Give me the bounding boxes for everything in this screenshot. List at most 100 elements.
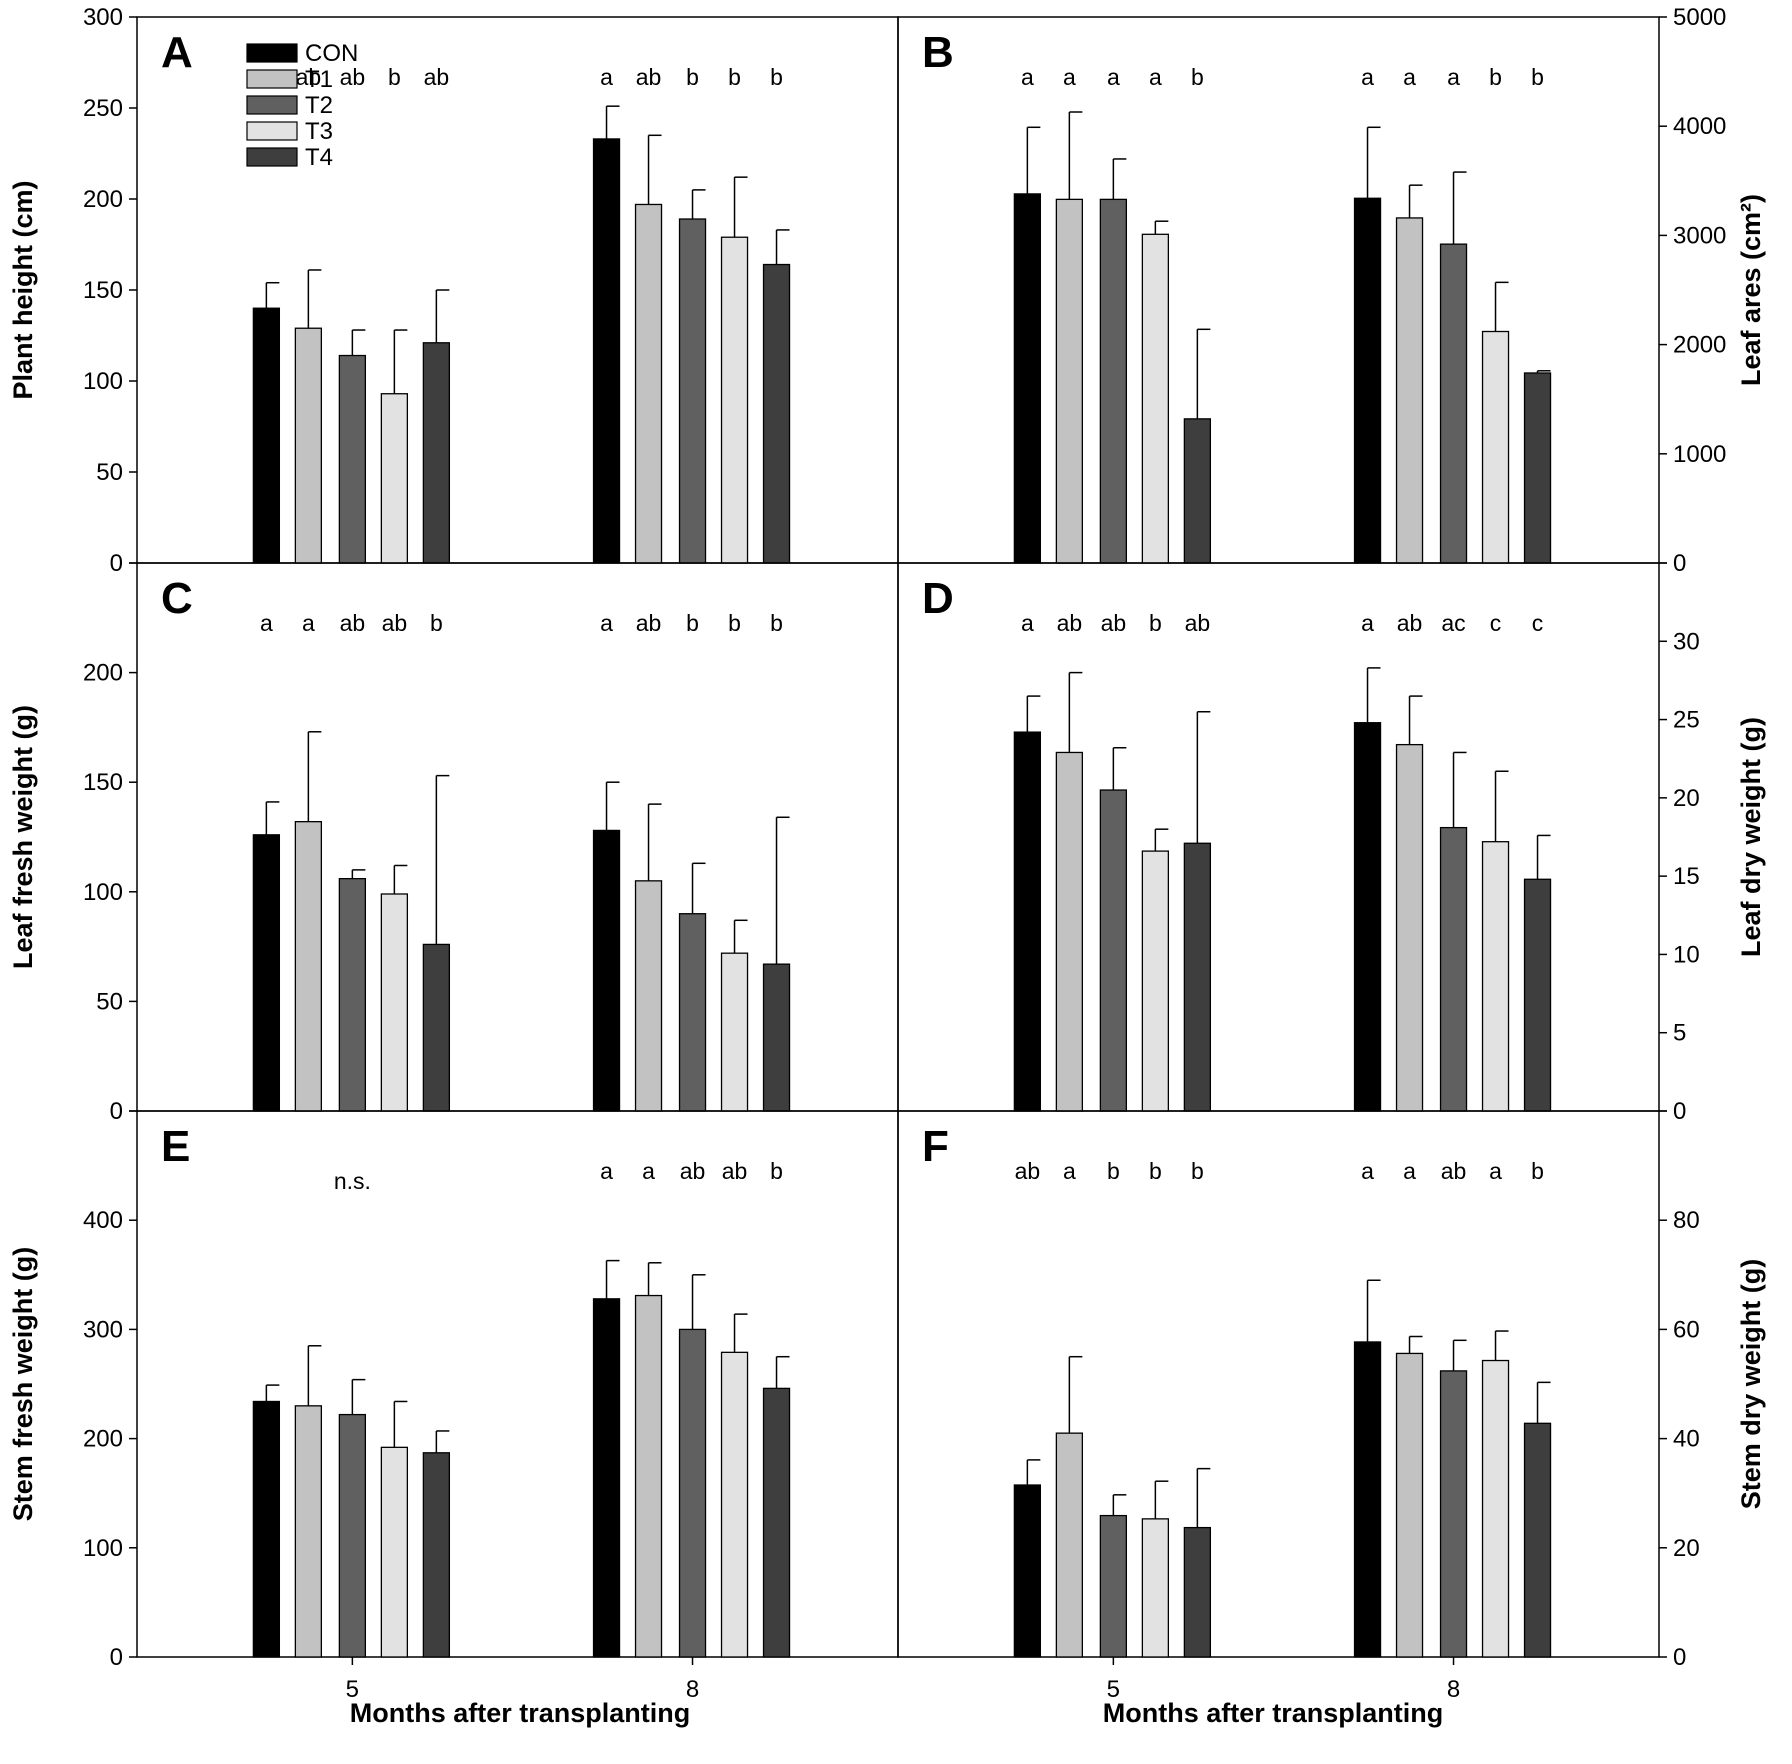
y-tick-label: 10 <box>1673 941 1700 968</box>
bar-con <box>252 834 281 1112</box>
y-tick-label: 150 <box>83 769 123 796</box>
significance-label: ab <box>1015 1158 1041 1184</box>
bar-t3 <box>720 1351 749 1658</box>
significance-label: a <box>1021 610 1034 636</box>
significance-label: a <box>1403 1158 1416 1184</box>
y-tick-label: 150 <box>83 277 123 304</box>
significance-label: b <box>728 64 741 90</box>
bar-t2 <box>678 218 707 564</box>
bar-con <box>1013 1484 1042 1658</box>
bar-t3 <box>1141 1518 1170 1658</box>
significance-label: b <box>1107 1158 1120 1184</box>
bar-t2 <box>678 913 707 1112</box>
bar-t1 <box>294 1405 323 1658</box>
legend-label-con: CON <box>305 40 358 67</box>
y-tick-label: 250 <box>83 95 123 122</box>
bar-t2 <box>338 354 367 564</box>
significance-label: ab <box>382 610 408 636</box>
y-tick-label: 100 <box>83 879 123 906</box>
bar-con <box>592 829 621 1112</box>
legend-swatch-t3 <box>246 121 298 141</box>
bar-t4 <box>1183 418 1212 564</box>
bar-t1 <box>294 327 323 564</box>
significance-label: b <box>686 64 699 90</box>
bar-t2 <box>1439 1370 1468 1658</box>
significance-label: a <box>642 1158 655 1184</box>
y-axis-title: Leaf dry weight (g) <box>1736 717 1766 957</box>
x-tick-label: 8 <box>1447 1676 1460 1703</box>
significance-label: a <box>302 610 315 636</box>
significance-label: c <box>1532 610 1544 636</box>
significance-label: ab <box>1397 610 1423 636</box>
x-axis-title-left: Months after transplanting <box>350 1698 691 1728</box>
significance-label: a <box>1021 64 1034 90</box>
significance-label: a <box>1489 1158 1502 1184</box>
significance-label: a <box>600 64 613 90</box>
significance-label: a <box>1063 1158 1076 1184</box>
y-tick-label: 2000 <box>1673 332 1726 359</box>
bar-t3 <box>1141 233 1170 564</box>
significance-label: a <box>1361 1158 1374 1184</box>
bar-con <box>1013 193 1042 564</box>
bar-t1 <box>1055 751 1084 1112</box>
legend-swatch-t4 <box>246 147 298 167</box>
bar-t4 <box>422 1452 451 1658</box>
y-tick-label: 100 <box>83 368 123 395</box>
y-tick-label: 25 <box>1673 707 1700 734</box>
bar-t3 <box>380 393 409 564</box>
y-tick-label: 50 <box>96 459 123 486</box>
panel-letter: B <box>922 28 954 77</box>
y-tick-label: 1000 <box>1673 441 1726 468</box>
significance-label: b <box>1191 1158 1204 1184</box>
y-tick-label: 200 <box>83 1426 123 1453</box>
significance-label: a <box>1403 64 1416 90</box>
bar-t2 <box>678 1328 707 1658</box>
y-axis-title: Stem dry weight (g) <box>1736 1259 1766 1510</box>
significance-label: ab <box>1101 610 1127 636</box>
y-tick-label: 3000 <box>1673 222 1726 249</box>
significance-label: ab <box>636 64 662 90</box>
panel-letter: D <box>922 574 954 623</box>
bar-t3 <box>1481 841 1510 1112</box>
bar-con <box>592 1298 621 1658</box>
y-tick-label: 100 <box>83 1535 123 1562</box>
y-tick-label: 15 <box>1673 863 1700 890</box>
bar-con <box>1353 722 1382 1112</box>
y-axis-title: Stem fresh weight (g) <box>8 1247 38 1522</box>
y-tick-label: 200 <box>83 186 123 213</box>
significance-label: a <box>600 610 613 636</box>
x-tick-label: 5 <box>1107 1676 1120 1703</box>
bar-con <box>592 138 621 564</box>
y-tick-label: 0 <box>110 1644 123 1671</box>
y-tick-label: 0 <box>1673 1098 1686 1125</box>
bar-con <box>252 1400 281 1658</box>
y-tick-label: 300 <box>83 1316 123 1343</box>
y-tick-label: 80 <box>1673 1207 1700 1234</box>
y-tick-label: 0 <box>1673 1644 1686 1671</box>
bar-t4 <box>762 1387 791 1658</box>
significance-label: ab <box>1057 610 1083 636</box>
panel-letter: E <box>161 1122 190 1171</box>
y-tick-label: 50 <box>96 988 123 1015</box>
y-tick-label: 20 <box>1673 1535 1700 1562</box>
bar-t3 <box>1481 1359 1510 1658</box>
panel-b: 0 1000 2000 3000 4000 5000 Leaf ares (cm²) B a a a… <box>897 4 1766 577</box>
bar-t4 <box>422 342 451 564</box>
y-tick-label: 40 <box>1673 1426 1700 1453</box>
y-tick-label: 4000 <box>1673 113 1726 140</box>
significance-label: ab <box>340 64 366 90</box>
y-axis-title: Leaf ares (cm²) <box>1736 194 1766 386</box>
y-tick-label: 30 <box>1673 628 1700 655</box>
y-tick-label: 200 <box>83 660 123 687</box>
legend-swatch-con <box>246 43 298 63</box>
bar-con <box>1353 1341 1382 1658</box>
y-tick-label: 0 <box>110 550 123 577</box>
bar-t3 <box>380 893 409 1112</box>
legend-label-t2: T2 <box>305 92 333 119</box>
bar-t1 <box>634 203 663 564</box>
bar-t2 <box>1439 826 1468 1112</box>
bar-con <box>1353 197 1382 564</box>
y-axis-title: Leaf fresh weight (g) <box>8 705 38 969</box>
significance-label: ab <box>296 64 322 90</box>
